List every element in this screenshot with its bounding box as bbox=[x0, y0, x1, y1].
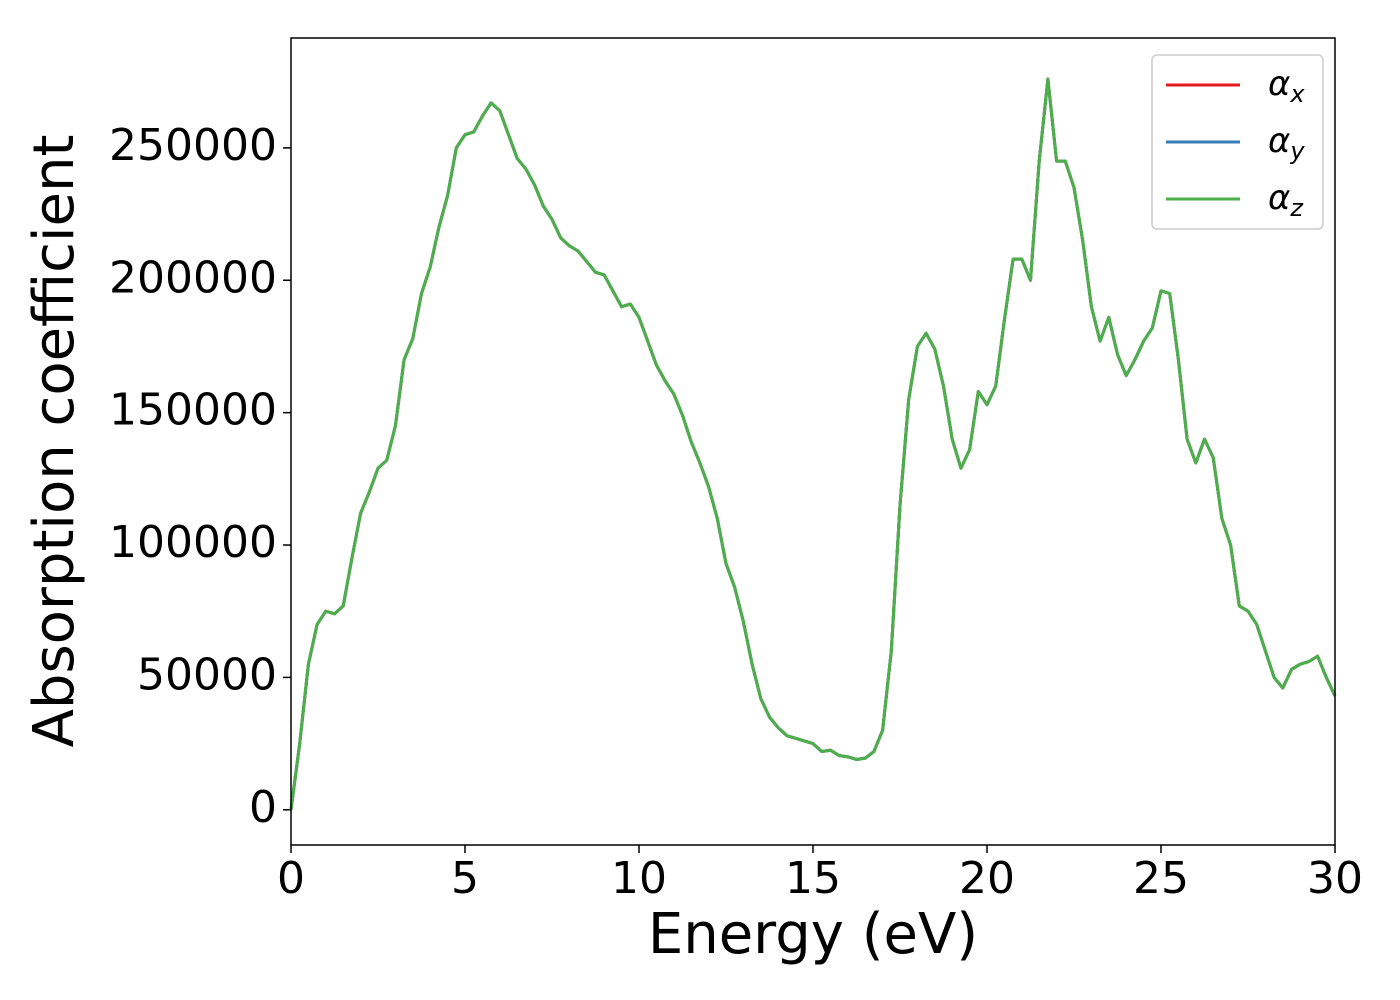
x-tick-label: 30 bbox=[1307, 853, 1363, 904]
y-tick-label: 150000 bbox=[109, 385, 277, 436]
x-tick-label: 0 bbox=[277, 853, 305, 904]
legend-label: αy bbox=[1268, 121, 1305, 166]
x-tick-label: 5 bbox=[451, 853, 479, 904]
y-tick-label: 250000 bbox=[109, 120, 277, 171]
x-tick-label: 10 bbox=[611, 853, 667, 904]
x-axis-label: Energy (eV) bbox=[648, 902, 978, 967]
y-axis-label: Absorption coefficient bbox=[22, 135, 87, 748]
x-tick-label: 25 bbox=[1133, 853, 1189, 904]
x-tick-label: 20 bbox=[959, 853, 1015, 904]
y-tick-label: 0 bbox=[249, 782, 277, 833]
y-tick-label: 100000 bbox=[109, 517, 277, 568]
legend-label: αx bbox=[1268, 64, 1305, 109]
data-line bbox=[289, 77, 1337, 810]
y-tick-label: 200000 bbox=[109, 252, 277, 303]
y-tick-label: 50000 bbox=[137, 649, 277, 700]
x-tick-label: 15 bbox=[785, 853, 841, 904]
legend-label: αz bbox=[1268, 178, 1304, 223]
plot-frame bbox=[290, 37, 1336, 846]
